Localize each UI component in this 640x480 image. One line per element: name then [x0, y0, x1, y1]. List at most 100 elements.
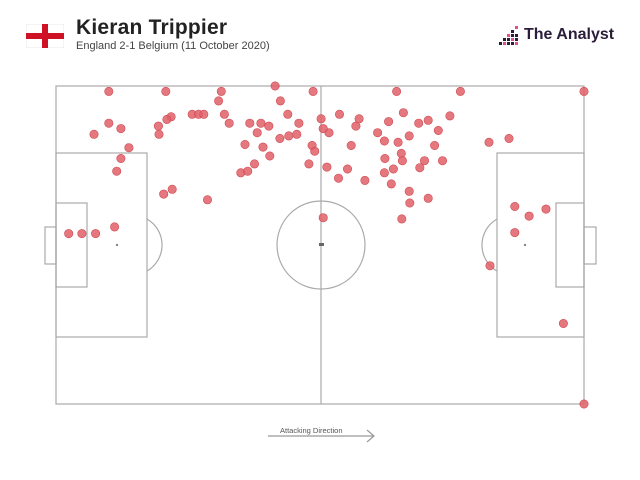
- left-penalty-area: [55, 152, 148, 338]
- data-point-6: [308, 86, 318, 96]
- data-point-47: [310, 146, 320, 156]
- centre-circle: [276, 200, 366, 290]
- header: Kieran Trippier England 2-1 Belgium (11 …: [0, 0, 640, 60]
- data-point-87: [510, 228, 520, 238]
- data-point-59: [162, 114, 172, 124]
- data-point-24: [292, 129, 302, 139]
- data-point-67: [342, 164, 352, 174]
- data-point-56: [124, 143, 134, 153]
- data-point-19: [245, 118, 255, 128]
- data-point-27: [264, 121, 274, 131]
- data-point-72: [404, 186, 414, 196]
- data-point-81: [423, 193, 433, 203]
- left-goal: [44, 226, 57, 265]
- brand-name: The Analyst: [524, 26, 615, 43]
- data-point-70: [388, 164, 398, 174]
- right-six-yard-box: [555, 202, 585, 288]
- data-point-86: [541, 204, 551, 214]
- data-point-17: [219, 109, 229, 119]
- data-point-92: [110, 222, 120, 232]
- data-point-50: [265, 151, 275, 161]
- centre-spot: [319, 243, 324, 246]
- data-point-10: [104, 118, 114, 128]
- data-point-39: [419, 156, 429, 166]
- data-point-83: [397, 214, 407, 224]
- data-point-71: [386, 179, 396, 189]
- data-point-0: [104, 86, 114, 96]
- data-point-37: [433, 126, 443, 136]
- data-point-89: [91, 229, 101, 239]
- data-point-36: [423, 115, 433, 125]
- data-point-44: [318, 124, 328, 134]
- data-point-42: [373, 128, 383, 138]
- data-point-80: [437, 156, 447, 166]
- data-point-22: [283, 109, 293, 119]
- data-point-61: [159, 189, 169, 199]
- data-point-45: [346, 141, 356, 151]
- data-point-28: [316, 114, 326, 124]
- data-points: [64, 81, 589, 409]
- data-point-5: [275, 96, 285, 106]
- data-point-33: [414, 118, 424, 128]
- data-point-25: [284, 131, 294, 141]
- data-point-60: [167, 184, 177, 194]
- right-penalty-spot: [523, 243, 527, 247]
- attacking-direction-label: Attacking Direction: [280, 426, 343, 435]
- data-point-84: [510, 202, 520, 212]
- left-penalty-arc: [146, 218, 163, 272]
- data-point-51: [258, 142, 268, 152]
- data-point-55: [116, 154, 126, 164]
- right-goal: [583, 226, 597, 265]
- data-point-76: [397, 156, 407, 166]
- data-point-68: [360, 175, 370, 185]
- data-point-35: [404, 131, 414, 141]
- england-flag-icon: [26, 24, 64, 48]
- data-point-58: [154, 129, 164, 139]
- data-point-21: [256, 118, 266, 128]
- data-point-1: [161, 86, 171, 96]
- data-point-79: [445, 111, 455, 121]
- data-point-41: [379, 136, 389, 146]
- data-point-64: [243, 166, 253, 176]
- data-point-12: [153, 121, 163, 131]
- brand-logo: The Analyst: [498, 24, 628, 48]
- data-point-53: [240, 140, 250, 150]
- right-penalty-area: [496, 152, 585, 338]
- data-point-52: [250, 159, 260, 169]
- left-six-yard-box: [55, 202, 88, 288]
- data-point-62: [203, 195, 213, 205]
- data-point-38: [430, 141, 440, 151]
- page-subtitle: England 2-1 Belgium (11 October 2020): [76, 40, 270, 52]
- data-point-7: [392, 86, 402, 96]
- data-point-88: [485, 261, 495, 271]
- data-point-65: [333, 173, 343, 183]
- data-point-4: [270, 81, 280, 91]
- pitch-markings: [44, 85, 597, 405]
- data-point-77: [484, 137, 494, 147]
- data-point-20: [252, 128, 262, 138]
- data-point-66: [318, 213, 328, 223]
- data-point-90: [77, 229, 87, 239]
- page-title: Kieran Trippier: [76, 16, 228, 39]
- data-point-32: [384, 117, 394, 127]
- data-point-78: [504, 134, 514, 144]
- left-penalty-spot: [115, 243, 119, 247]
- data-point-69: [379, 168, 389, 178]
- data-point-3: [216, 86, 226, 96]
- data-point-18: [224, 118, 234, 128]
- data-point-8: [455, 86, 465, 96]
- data-point-48: [322, 162, 332, 172]
- data-point-40: [393, 137, 403, 147]
- data-point-49: [304, 159, 314, 169]
- data-point-23: [294, 118, 304, 128]
- attacking-direction: Attacking Direction: [268, 424, 380, 448]
- data-point-74: [380, 154, 390, 164]
- data-point-57: [112, 166, 122, 176]
- data-point-34: [398, 108, 408, 118]
- data-point-93: [558, 318, 568, 328]
- data-point-31: [354, 114, 364, 124]
- data-point-73: [415, 163, 425, 173]
- data-point-2: [214, 96, 224, 106]
- the-analyst-logo-icon: [499, 26, 518, 45]
